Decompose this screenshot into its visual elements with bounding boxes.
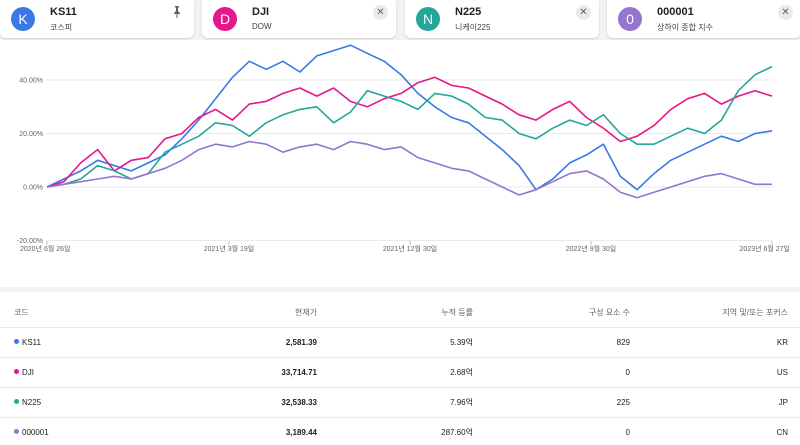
table-row[interactable]: 000001 3,189.44 287.60억 0 CN — [0, 418, 800, 445]
row-cum: 7.96억 — [450, 398, 473, 407]
close-icon[interactable]: ✕ — [373, 5, 388, 20]
row-cum: 5.39억 — [450, 338, 473, 347]
row-price: 33,714.71 — [281, 368, 317, 377]
line-chart-svg: 40.00% 20.00% 0.00% -20.00%2020년 6월 26일 2021… — [17, 44, 790, 253]
series-line-000001 — [46, 140, 772, 199]
card-name: 상하이 종합 지수 — [657, 23, 713, 32]
col-header-region[interactable]: 지역 및/또는 포커스 — [722, 308, 788, 317]
series-dot — [14, 399, 19, 404]
series-line-KS11 — [46, 44, 773, 191]
x-tick-label: 2021년 3월 19일 — [204, 244, 254, 253]
card-name: DOW — [252, 22, 272, 31]
index-card-000001[interactable]: 0 000001 상하이 종합 지수 ✕ — [607, 0, 800, 38]
col-header-price[interactable]: 현재가 — [294, 308, 317, 317]
x-tick-label: 2022년 9월 30일 — [566, 244, 616, 253]
row-count: 829 — [616, 338, 630, 347]
card-name: 코스피 — [50, 23, 73, 32]
x-tick-label: 2020년 6월 26일 — [20, 244, 70, 253]
row-price: 2,581.39 — [285, 338, 317, 347]
index-card-n225[interactable]: N N225 니케이225 ✕ — [405, 0, 599, 38]
row-cum: 287.60억 — [441, 428, 473, 437]
row-region: JP — [778, 398, 788, 407]
close-icon[interactable]: ✕ — [778, 5, 793, 20]
card-symbol: 000001 — [657, 6, 694, 18]
row-code: DJI — [22, 368, 34, 377]
pin-icon[interactable] — [170, 5, 184, 19]
row-code: 000001 — [22, 428, 49, 437]
close-icon[interactable]: ✕ — [576, 5, 591, 20]
row-code: KS11 — [22, 338, 41, 347]
series-line-N225 — [46, 65, 773, 188]
y-tick-label: 20.00% — [19, 131, 43, 138]
card-symbol: N225 — [455, 6, 482, 18]
card-name: 니케이225 — [455, 23, 491, 32]
series-dot — [14, 339, 19, 344]
table-row[interactable]: N225 32,538.33 7.96억 225 JP — [0, 388, 800, 418]
row-count: 225 — [616, 398, 630, 407]
y-tick-label: 40.00% — [19, 78, 43, 85]
row-price: 32,538.33 — [281, 398, 317, 407]
index-card-strip: K KS11 코스피 D DJI DOW ✕ N N225 니케이225 ✕ 0… — [0, 0, 800, 40]
series-line-DJI — [46, 76, 773, 188]
avatar: K — [11, 7, 35, 31]
row-count: 0 — [625, 368, 630, 377]
series-dot — [14, 429, 19, 434]
row-region: US — [776, 368, 788, 377]
col-header-count[interactable]: 구성 요소 수 — [588, 308, 630, 317]
row-count: 0 — [625, 428, 630, 437]
table-header-row: 코드 현재가 누적 등률 구성 요소 수 지역 및/또는 포커스 — [0, 298, 800, 328]
row-code: N225 — [22, 398, 42, 407]
index-card-ks11[interactable]: K KS11 코스피 — [0, 0, 194, 38]
y-tick-label: 0.00% — [23, 185, 43, 192]
col-header-cum[interactable]: 누적 등률 — [441, 308, 473, 317]
index-table: 코드 현재가 누적 등률 구성 요소 수 지역 및/또는 포커스 KS11 2,… — [0, 292, 800, 445]
avatar: D — [213, 7, 237, 31]
row-price: 3,189.44 — [285, 428, 317, 437]
performance-chart[interactable]: 40.00% 20.00% 0.00% -20.00% 2020년 6월 26일 2021… — [0, 40, 800, 287]
y-tick-label: -20.00% — [17, 238, 43, 245]
row-region: CN — [776, 428, 788, 437]
table-row[interactable]: DJI 33,714.71 2.68억 0 US — [0, 358, 800, 388]
row-cum: 2.68억 — [450, 368, 473, 377]
series-dot — [14, 369, 19, 374]
table-row[interactable]: KS11 2,581.39 5.39억 829 KR — [0, 328, 800, 358]
card-symbol: KS11 — [50, 6, 77, 18]
row-region: KR — [776, 338, 788, 347]
x-tick-label: 2021년 12월 30일 — [383, 244, 437, 253]
avatar: N — [416, 7, 440, 31]
x-tick-label: 2023년 6월 27일 — [740, 244, 790, 253]
avatar: 0 — [618, 7, 642, 31]
col-header-code[interactable]: 코드 — [14, 308, 29, 317]
index-card-dji[interactable]: D DJI DOW ✕ — [202, 0, 396, 38]
card-symbol: DJI — [252, 6, 270, 18]
